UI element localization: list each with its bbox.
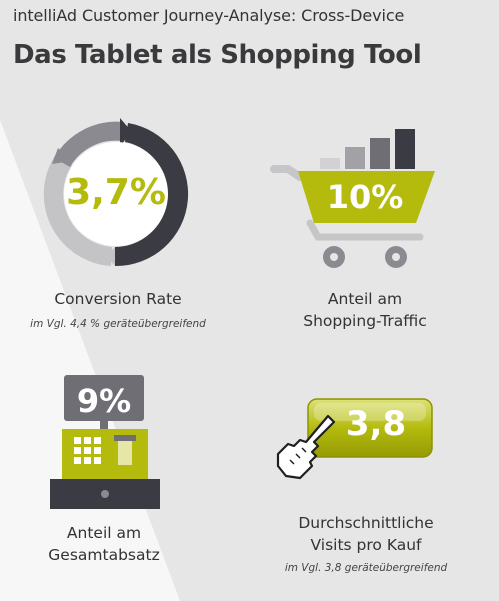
header-subtitle: intelliAd Customer Journey-Analyse: Cros…: [13, 6, 405, 25]
sales-share-label-line1: Anteil am: [66, 524, 142, 542]
visits-button-graphic: [307, 398, 433, 458]
page-title: Das Tablet als Shopping Tool: [13, 40, 422, 70]
conversion-rate-note: im Vgl. 4,4 % geräteübergreifend: [30, 318, 206, 330]
donut-ring-icon: [43, 118, 189, 267]
sales-share-label-line2: Gesamtabsatz: [48, 546, 160, 564]
pointing-hand-icon: [276, 414, 336, 480]
visits-label-line1: Durchschnittliche: [298, 514, 434, 532]
visits-note: im Vgl. 3,8 geräteübergreifend: [284, 562, 448, 574]
shopping-traffic-value: 10%: [326, 178, 404, 216]
visits-per-purchase-value: 3,8: [345, 404, 407, 444]
conversion-rate-value: 3,7%: [66, 172, 166, 213]
shopping-cart-icon: [270, 129, 435, 268]
visits-label-line2: Visits pro Kauf: [310, 536, 422, 554]
cash-register-icon: [50, 375, 160, 509]
shopping-traffic-label-line2: Shopping-Traffic: [303, 312, 427, 330]
sales-share-value: 9%: [76, 382, 132, 420]
conversion-rate-label: Conversion Rate: [54, 290, 182, 308]
shopping-traffic-label-line1: Anteil am: [327, 290, 403, 308]
